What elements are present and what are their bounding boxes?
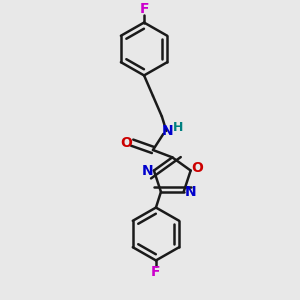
Text: H: H	[173, 122, 183, 134]
Text: N: N	[162, 124, 174, 138]
Text: F: F	[139, 2, 149, 16]
Text: F: F	[151, 265, 161, 279]
Text: N: N	[142, 164, 153, 178]
Text: O: O	[191, 161, 203, 175]
Text: O: O	[120, 136, 132, 150]
Text: N: N	[184, 185, 196, 199]
